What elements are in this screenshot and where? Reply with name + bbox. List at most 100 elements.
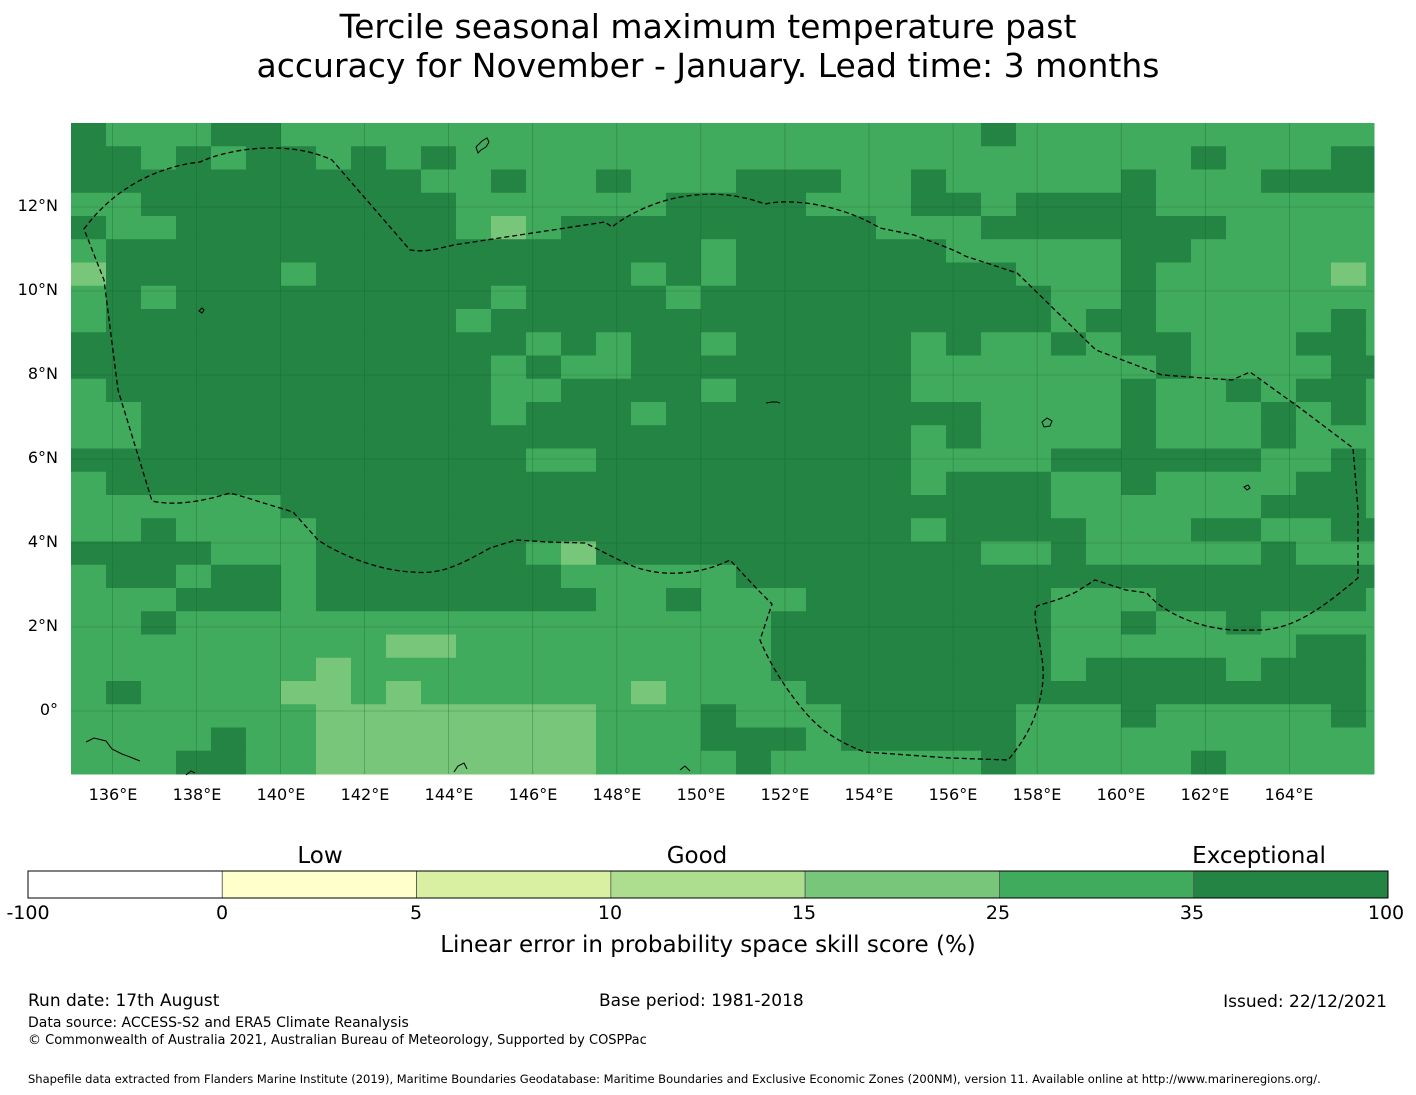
skill-cell	[246, 332, 282, 356]
skill-cell	[841, 309, 877, 333]
skill-cell	[456, 657, 492, 682]
skill-cell	[561, 564, 597, 589]
colorbar-border	[27, 870, 1389, 899]
skill-cell	[421, 169, 457, 194]
skill-cell	[491, 123, 527, 147]
skill-cell	[1016, 495, 1052, 519]
skill-cell	[596, 448, 632, 473]
skill-cell	[386, 355, 422, 380]
skill-cell	[141, 495, 177, 519]
skill-cell	[351, 285, 387, 310]
skill-cell	[176, 146, 212, 170]
skill-cell	[526, 495, 562, 519]
skill-cell	[491, 518, 527, 542]
skill-cell	[876, 355, 912, 380]
skill-cell	[946, 634, 982, 659]
skill-cell	[281, 169, 317, 194]
skill-cell	[771, 704, 807, 728]
skill-cell	[456, 123, 492, 147]
skill-cell	[946, 402, 982, 426]
skill-cell	[736, 704, 772, 728]
skill-cell	[1086, 123, 1122, 147]
colorbar	[27, 870, 1389, 899]
skill-cell	[806, 146, 842, 170]
skill-cell	[1156, 146, 1192, 170]
skill-cell	[1226, 448, 1262, 473]
skill-cell	[1296, 727, 1332, 752]
skill-cell	[981, 704, 1017, 728]
skill-cell	[281, 262, 317, 287]
skill-cell	[176, 681, 212, 705]
skill-cell	[1121, 750, 1157, 775]
skill-cell	[1016, 681, 1052, 705]
skill-cell	[561, 355, 597, 380]
skill-cell	[561, 216, 597, 240]
skill-cell	[386, 146, 422, 170]
skill-cell	[421, 448, 457, 473]
skill-cell	[1331, 332, 1367, 356]
skill-cell	[666, 402, 702, 426]
skill-cell	[946, 378, 982, 403]
skill-cell	[316, 425, 352, 449]
skill-cell	[176, 657, 212, 682]
skill-cell	[246, 192, 282, 217]
skill-cell	[1051, 216, 1087, 240]
skill-cell	[246, 239, 282, 263]
skill-cell	[911, 750, 947, 775]
skill-cell	[211, 402, 247, 426]
skill-cell	[1121, 355, 1157, 380]
skill-cell	[736, 239, 772, 263]
skill-cell	[1086, 146, 1122, 170]
skill-cell	[981, 518, 1017, 542]
skill-cell	[351, 146, 387, 170]
skill-cell	[211, 518, 247, 542]
skill-cell	[631, 123, 667, 147]
skill-cell	[1016, 192, 1052, 217]
skill-cell	[491, 727, 527, 752]
skill-cell	[1051, 285, 1087, 310]
skill-cell	[456, 448, 492, 473]
skill-cell	[1191, 564, 1227, 589]
skill-cell	[71, 262, 107, 287]
skill-cell	[631, 634, 667, 659]
skill-cell	[1086, 169, 1122, 194]
skill-cell	[1261, 169, 1297, 194]
skill-cell	[71, 448, 107, 473]
skill-cell	[456, 216, 492, 240]
skill-cell	[421, 425, 457, 449]
skill-cell	[316, 750, 352, 775]
skill-cell	[456, 681, 492, 705]
skill-cell	[1016, 216, 1052, 240]
skill-cell	[736, 448, 772, 473]
skill-cell	[71, 471, 107, 496]
skill-cell	[351, 634, 387, 659]
skill-cell	[561, 378, 597, 403]
skill-cell	[246, 146, 282, 170]
colorbar-tick: 15	[791, 902, 817, 924]
skill-cell	[911, 425, 947, 449]
skill-cell	[71, 402, 107, 426]
skill-cell	[1226, 239, 1262, 263]
skill-cell	[1331, 355, 1367, 380]
skill-cell	[1261, 750, 1297, 775]
skill-cell	[1121, 495, 1157, 519]
skill-cell	[491, 588, 527, 612]
skill-cell	[1121, 541, 1157, 566]
skill-cell	[911, 541, 947, 566]
skill-cell	[246, 750, 282, 775]
skill-cell	[421, 541, 457, 566]
colorbar-label: Linear error in probability space skill …	[440, 932, 976, 958]
skill-cell	[981, 657, 1017, 682]
skill-cell	[1121, 471, 1157, 496]
skill-cell	[176, 727, 212, 752]
skill-cell	[876, 169, 912, 194]
skill-cell	[561, 239, 597, 263]
skill-cell	[421, 681, 457, 705]
skill-cell	[771, 216, 807, 240]
skill-cell	[771, 588, 807, 612]
skill-cell	[1016, 704, 1052, 728]
skill-cell	[1016, 448, 1052, 473]
skill-cell	[351, 169, 387, 194]
skill-cell	[666, 541, 702, 566]
skill-cell	[281, 727, 317, 752]
